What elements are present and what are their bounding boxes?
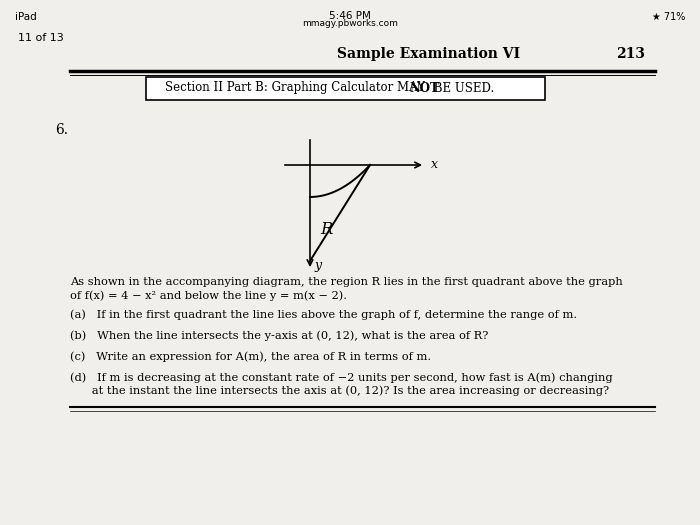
Text: 6.: 6. [55,123,68,137]
Text: of f(x) = 4 − x² and below the line y = m(x − 2).: of f(x) = 4 − x² and below the line y = … [70,290,347,300]
Text: 11 of 13: 11 of 13 [18,33,64,43]
Text: (d)   If m is decreasing at the constant rate of −2 units per second, how fast i: (d) If m is decreasing at the constant r… [70,372,612,383]
FancyBboxPatch shape [146,77,545,100]
Text: iPad: iPad [15,12,36,22]
Text: y: y [314,259,321,272]
Text: BE USED.: BE USED. [430,81,494,94]
Text: 5:46 PM: 5:46 PM [329,11,371,21]
Text: mmagy.pbworks.com: mmagy.pbworks.com [302,19,398,28]
Text: NOT: NOT [409,81,439,94]
Text: at the instant the line intersects the axis at (0, 12)? Is the area increasing o: at the instant the line intersects the a… [70,385,609,395]
Text: Section II Part B: Graphing Calculator MAY: Section II Part B: Graphing Calculator M… [165,81,428,94]
Text: ★ 71%: ★ 71% [652,12,685,22]
Text: 213: 213 [616,47,645,61]
Text: (a)   If in the first quadrant the line lies above the graph of f, determine the: (a) If in the first quadrant the line li… [70,309,577,320]
Text: Sample Examination VI: Sample Examination VI [337,47,520,61]
Text: R: R [321,220,332,237]
Text: As shown in the accompanying diagram, the region R lies in the first quadrant ab: As shown in the accompanying diagram, th… [70,277,623,287]
Text: (b)   When the line intersects the y-axis at (0, 12), what is the area of R?: (b) When the line intersects the y-axis … [70,330,489,341]
Text: (c)   Write an expression for A(m), the area of R in terms of m.: (c) Write an expression for A(m), the ar… [70,351,431,362]
Text: x: x [431,159,438,172]
